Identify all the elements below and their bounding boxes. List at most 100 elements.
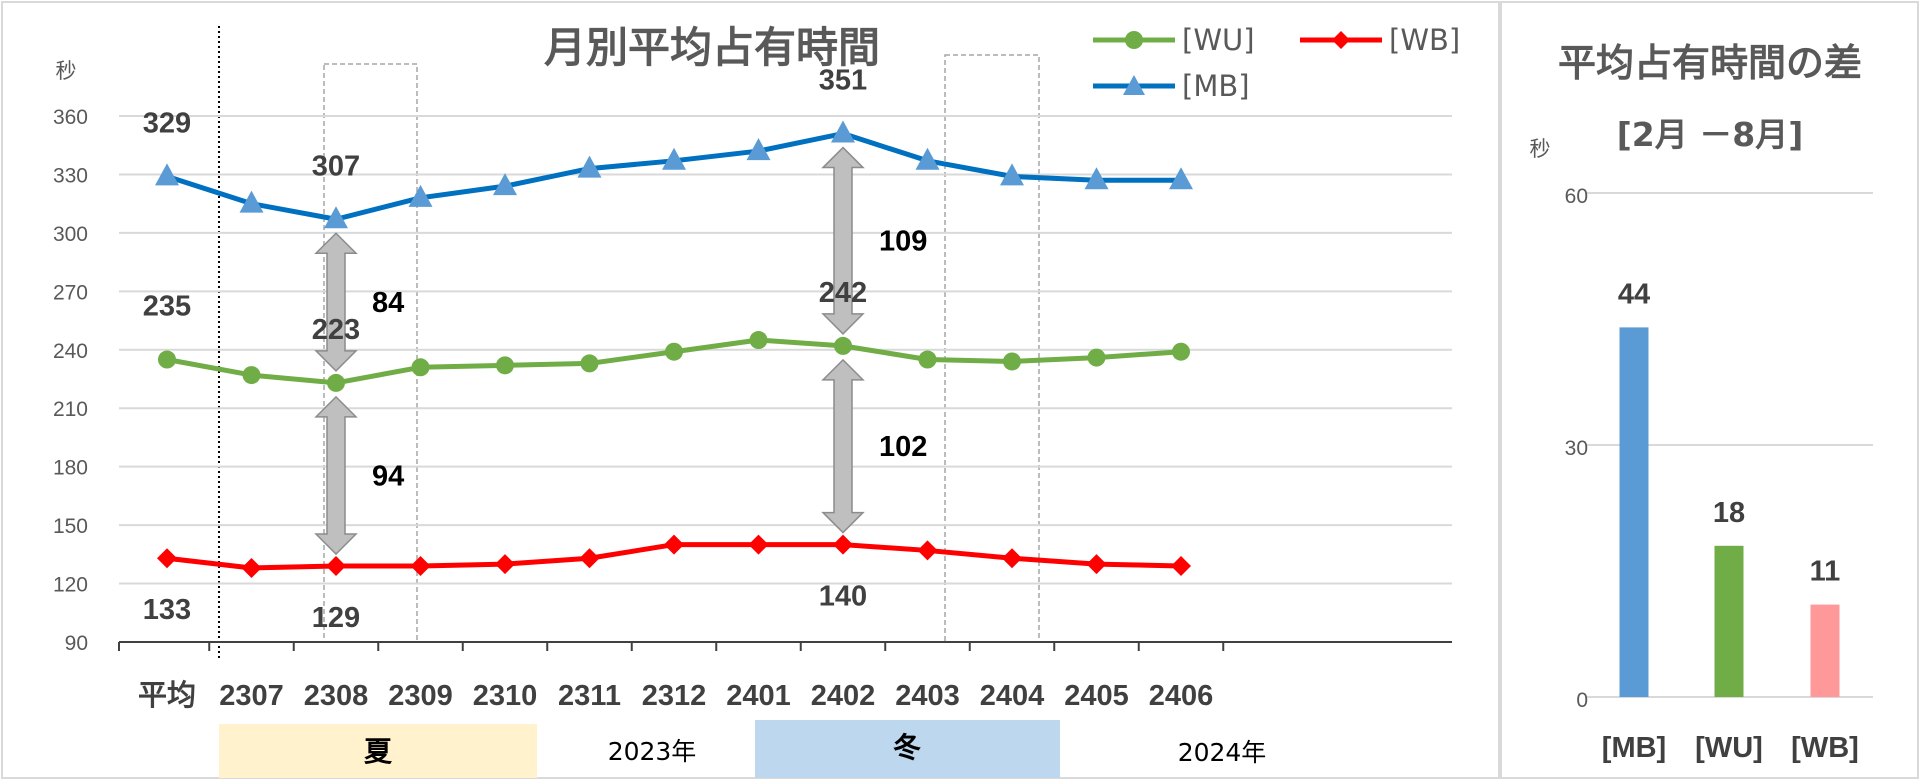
y-tick-label-330: 330 bbox=[53, 164, 88, 187]
point-mb-6 bbox=[662, 147, 686, 170]
right-bars: 0 30 60 44 [MB] 18 [WU] 11 [WB] bbox=[1565, 185, 1873, 764]
summer-label: 夏 bbox=[364, 735, 393, 768]
series-wb bbox=[157, 534, 1191, 578]
point-wu-8 bbox=[834, 336, 852, 355]
difference-arrow-2 bbox=[821, 146, 865, 335]
legend: [WU] [WB] [MB] bbox=[1093, 23, 1460, 103]
difference-label-0: 84 bbox=[372, 287, 404, 319]
x-tick-label-2402: 2402 bbox=[811, 680, 876, 712]
y-tick-label-120: 120 bbox=[53, 574, 88, 597]
left-axes: 90 120 150 180 210 240 270 300 330 360 平均 2307 2308 2… bbox=[53, 106, 1452, 712]
point-wu-11 bbox=[1087, 348, 1106, 367]
point-mb-3 bbox=[408, 184, 433, 207]
y-tick-label-180: 180 bbox=[53, 457, 88, 480]
point-wu-9 bbox=[918, 350, 937, 369]
difference-arrow-0 bbox=[314, 232, 358, 372]
right-y-unit: 秒 bbox=[1530, 138, 1551, 161]
year-2023-label: 2023年 bbox=[608, 737, 697, 766]
bar-value-label-1: 18 bbox=[1713, 497, 1745, 529]
bar-category-label-0: [MB] bbox=[1602, 732, 1666, 764]
bar-y-tick-label-0: 0 bbox=[1576, 689, 1588, 712]
point-wb-6 bbox=[664, 534, 684, 555]
point-wb-7 bbox=[748, 534, 769, 555]
x-tick-label-2309: 2309 bbox=[388, 680, 453, 712]
right-panel-border bbox=[1500, 1, 1919, 779]
bar-y-tick-label-30: 30 bbox=[1565, 437, 1588, 460]
point-mb-11 bbox=[1084, 167, 1109, 190]
left-panel-border bbox=[1, 1, 1500, 779]
data-label-wu-8: 242 bbox=[819, 277, 867, 309]
y-tick-label-210: 210 bbox=[53, 398, 88, 421]
difference-label-1: 94 bbox=[372, 460, 404, 492]
point-wu-5 bbox=[580, 354, 599, 373]
x-tick-label-平均: 平均 bbox=[138, 679, 196, 712]
point-wb-9 bbox=[917, 540, 938, 561]
point-wb-1 bbox=[241, 557, 262, 578]
winter-band bbox=[755, 720, 1060, 778]
legend-wb-label: [WB] bbox=[1389, 23, 1460, 57]
difference-arrow-1 bbox=[314, 395, 358, 556]
point-wb-3 bbox=[410, 556, 431, 577]
bar-2 bbox=[1810, 604, 1840, 697]
left-data-labels: 329 307 351 235 223 242 133 129 140 bbox=[143, 65, 867, 634]
legend-mb-label: [MB] bbox=[1182, 69, 1250, 103]
difference-label-2: 109 bbox=[879, 226, 927, 258]
point-mb-5 bbox=[577, 155, 602, 178]
point-wb-5 bbox=[579, 548, 600, 569]
point-mb-4 bbox=[493, 173, 517, 196]
x-tick-label-2405: 2405 bbox=[1064, 680, 1129, 712]
bar-y-tick-label-60: 60 bbox=[1565, 185, 1588, 208]
winter-label: 冬 bbox=[893, 731, 921, 764]
point-wu-7 bbox=[749, 331, 768, 350]
left-grid bbox=[119, 115, 1452, 585]
x-tick-label-2312: 2312 bbox=[642, 680, 707, 712]
point-wb-12 bbox=[1171, 556, 1191, 577]
right-chart-title: 平均占有時間の差 bbox=[1558, 41, 1862, 85]
legend-wu-marker bbox=[1125, 31, 1143, 49]
point-wb-10 bbox=[1002, 548, 1022, 569]
legend-wb-marker bbox=[1332, 31, 1350, 49]
point-mb-12 bbox=[1169, 167, 1193, 190]
point-wu-10 bbox=[1003, 352, 1021, 371]
point-wb-2 bbox=[326, 556, 346, 577]
data-label-wu-0: 235 bbox=[143, 291, 191, 323]
x-tick-label-2308: 2308 bbox=[304, 680, 369, 712]
point-mb-10 bbox=[1000, 163, 1024, 186]
legend-mb-marker bbox=[1123, 75, 1145, 95]
point-mb-9 bbox=[915, 147, 940, 170]
left-chart-title: 月別平均占有時間 bbox=[544, 23, 880, 72]
point-wu-2 bbox=[327, 373, 345, 392]
bar-category-label-1: [WU] bbox=[1695, 732, 1763, 764]
x-tick-label-2311: 2311 bbox=[558, 680, 621, 712]
data-label-mb-2: 307 bbox=[312, 150, 360, 182]
year-2024-label: 2024年 bbox=[1178, 738, 1267, 767]
bar-value-label-2: 11 bbox=[1810, 556, 1841, 588]
x-tick-label-2403: 2403 bbox=[895, 680, 960, 712]
summer-band bbox=[219, 724, 537, 778]
series-wu bbox=[158, 331, 1190, 392]
bar-1 bbox=[1714, 545, 1744, 697]
point-mb-1 bbox=[239, 190, 264, 213]
y-tick-label-240: 240 bbox=[53, 340, 88, 363]
x-tick-label-2307: 2307 bbox=[219, 680, 284, 712]
point-wu-0 bbox=[158, 350, 176, 369]
x-tick-label-2401: 2401 bbox=[726, 680, 791, 712]
bar-0 bbox=[1619, 327, 1649, 697]
point-mb-7 bbox=[746, 138, 771, 161]
y-tick-label-300: 300 bbox=[53, 223, 88, 246]
point-wu-4 bbox=[496, 356, 514, 375]
data-label-wb-0: 133 bbox=[143, 594, 191, 626]
y-tick-label-270: 270 bbox=[53, 281, 88, 304]
point-mb-0 bbox=[155, 163, 179, 186]
difference-arrow-3 bbox=[821, 358, 865, 534]
x-tick-label-2404: 2404 bbox=[980, 680, 1045, 712]
difference-label-3: 102 bbox=[879, 431, 927, 463]
x-tick-label-2406: 2406 bbox=[1149, 680, 1214, 712]
data-label-wu-2: 223 bbox=[312, 314, 360, 346]
point-wb-0 bbox=[157, 548, 177, 569]
data-label-mb-8: 351 bbox=[819, 65, 867, 97]
bar-value-label-0: 44 bbox=[1618, 278, 1650, 310]
point-wb-8 bbox=[833, 534, 853, 555]
